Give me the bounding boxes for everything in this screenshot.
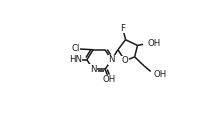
Text: HN: HN	[69, 55, 82, 64]
Text: O: O	[122, 56, 128, 65]
Text: OH: OH	[154, 70, 167, 79]
Text: OH: OH	[103, 75, 116, 84]
Text: OH: OH	[147, 39, 160, 48]
Text: Cl: Cl	[71, 44, 79, 53]
Text: N: N	[90, 65, 96, 74]
Text: N: N	[109, 55, 115, 64]
Text: F: F	[120, 24, 125, 33]
